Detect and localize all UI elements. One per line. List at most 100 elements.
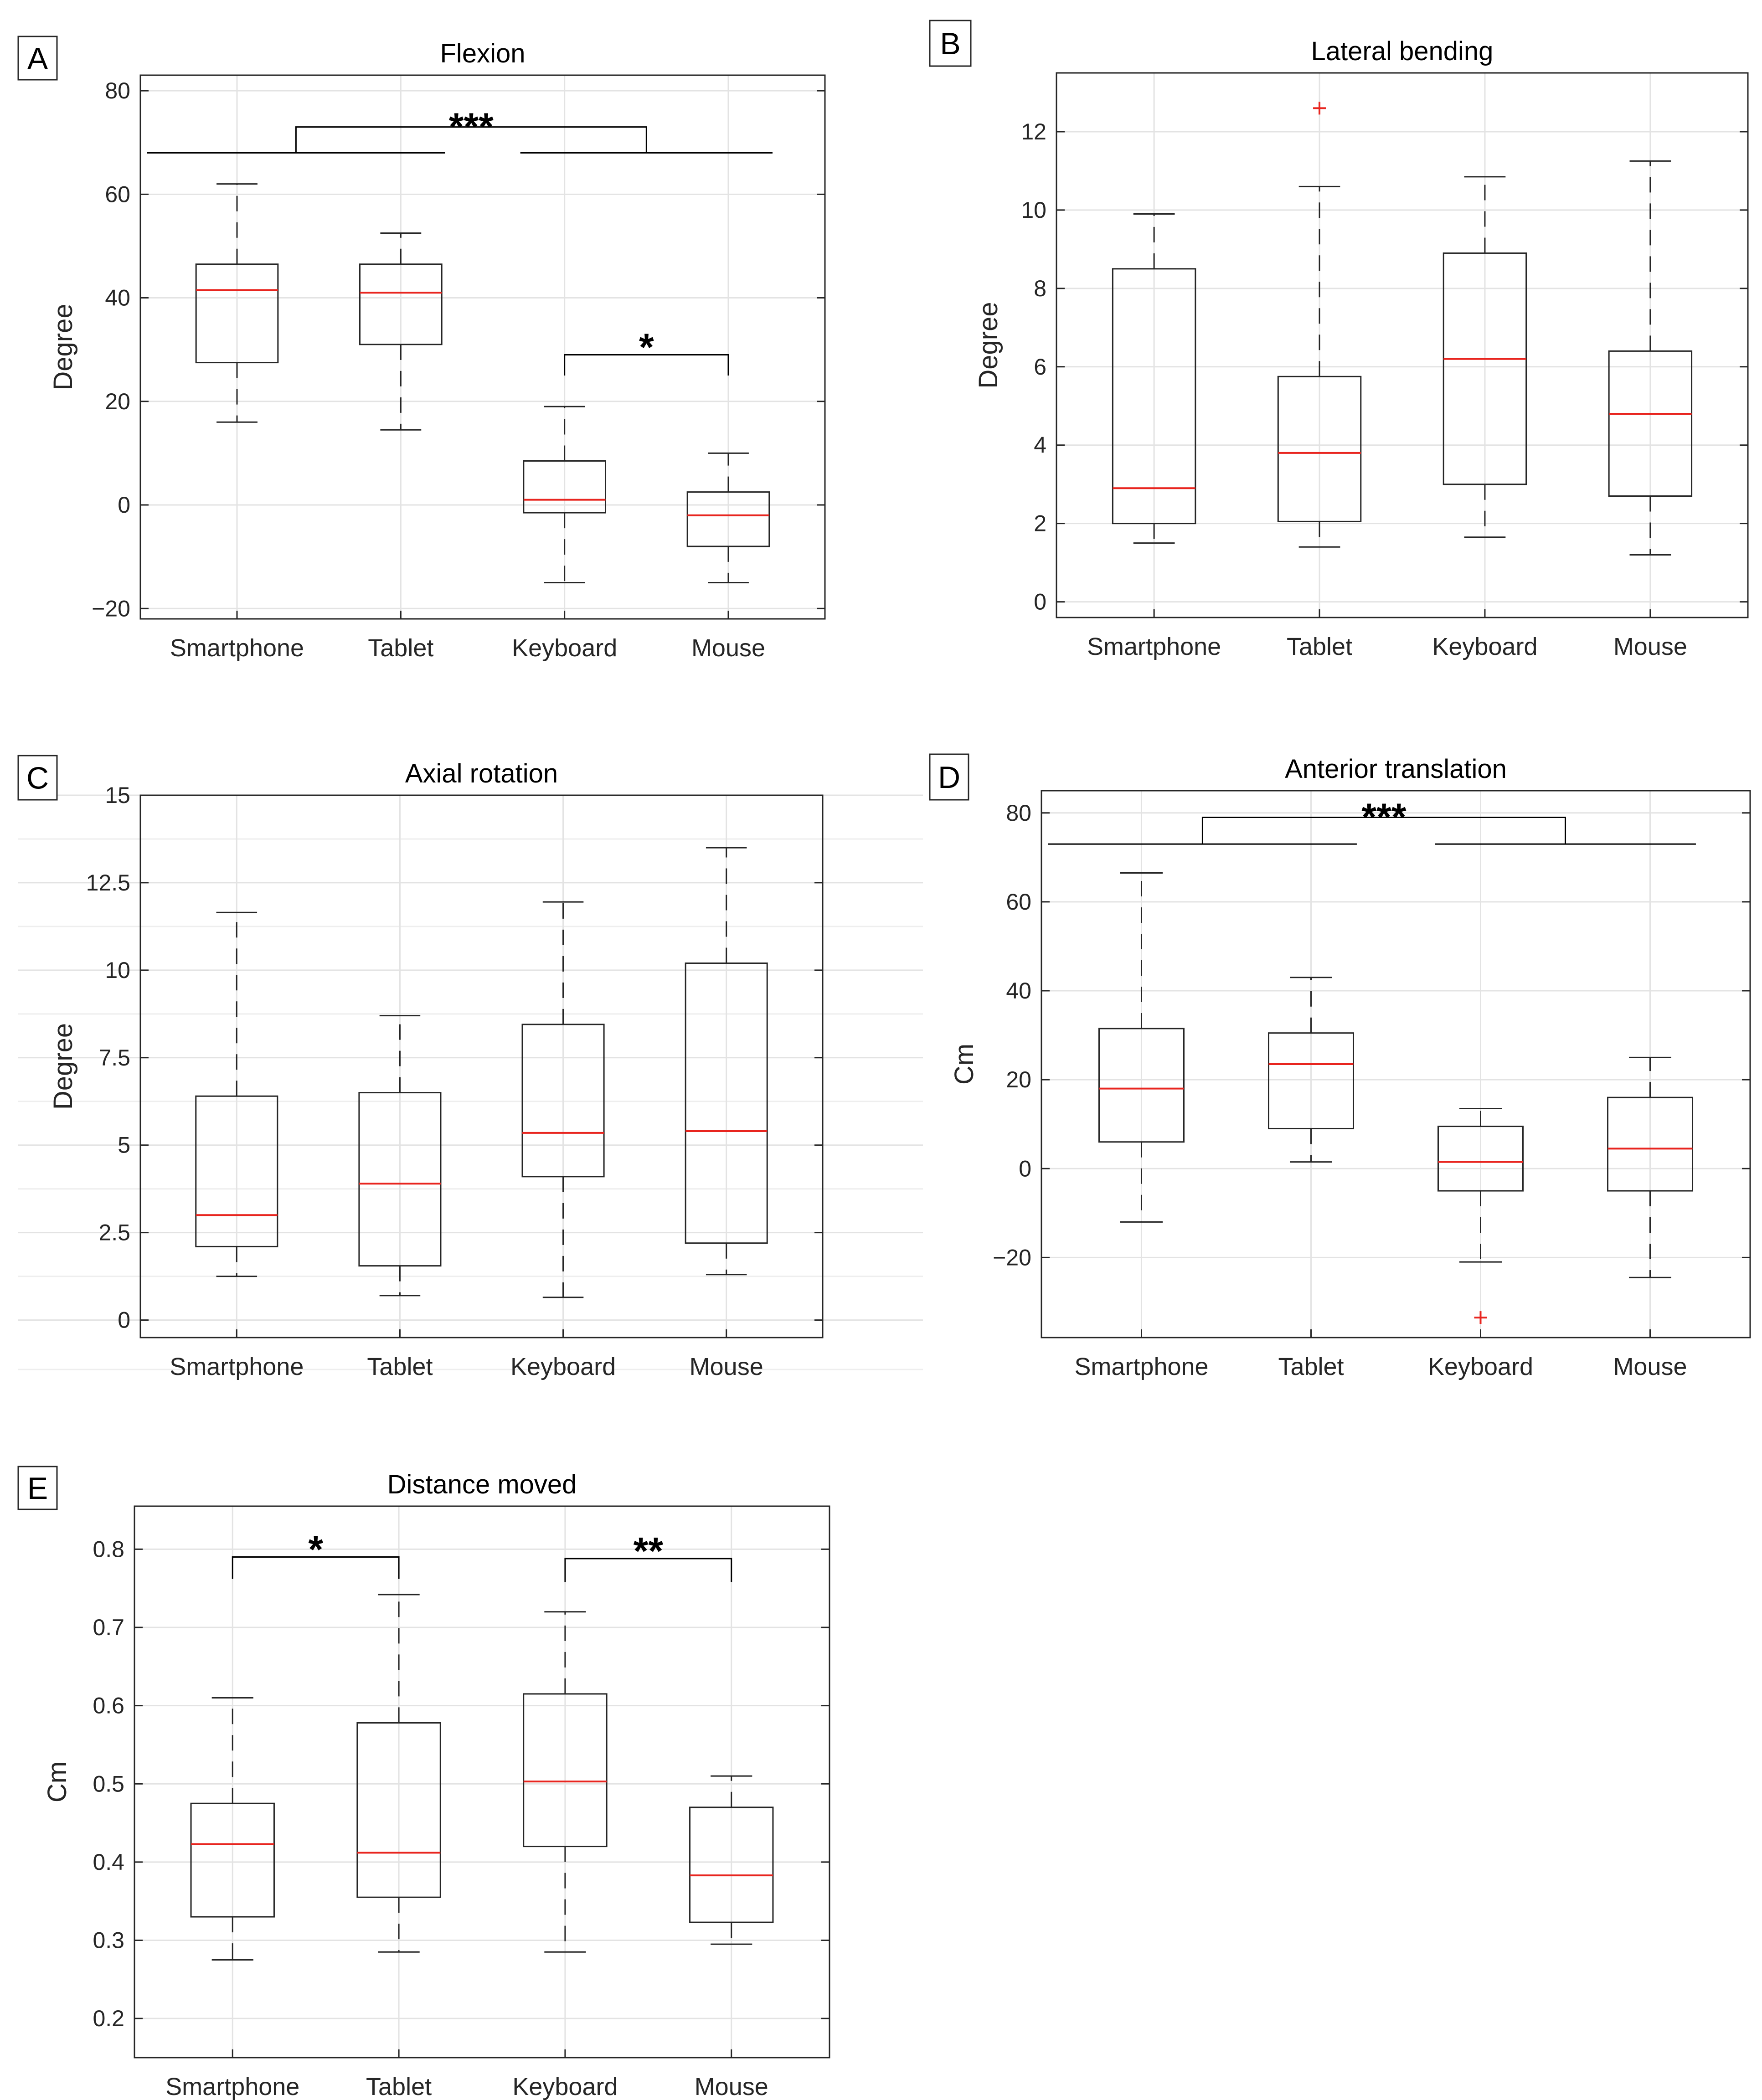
panel-b: 0 2 4 6 8 10 12 Smartphone Tablet Keyboard Mouse La… (929, 20, 1749, 660)
box-iqr (686, 491, 770, 547)
y-tick-label: 12 (1021, 119, 1046, 144)
box-mouse (689, 1775, 774, 1945)
box-iqr (1607, 1096, 1694, 1192)
significance-label: ** (634, 1529, 664, 1572)
plot-frame (134, 1505, 830, 2059)
y-tick-label: 0 (1034, 589, 1046, 615)
significance-label: * (639, 326, 654, 369)
box-mouse (1608, 160, 1693, 556)
y-tick-label: 40 (105, 285, 130, 311)
y-tick-label: 0 (1019, 1156, 1031, 1181)
x-tick-label-mouse: Mouse (690, 1353, 763, 1380)
box-iqr (1267, 1032, 1354, 1129)
y-tick-label: 10 (105, 957, 130, 983)
panel-letter-box (17, 755, 58, 801)
panel-d: −20 0 20 40 60 80 Smartphone Tablet Keyboard Mous… (929, 753, 1751, 1380)
y-tick-label: −20 (92, 596, 130, 621)
y-tick-label: 0.6 (93, 1693, 124, 1719)
x-tick-label-keyboard: Keyboard (512, 634, 617, 662)
x-tick-label-tablet: Tablet (367, 1353, 433, 1380)
box-iqr (195, 263, 279, 364)
y-tick-label: 4 (1034, 432, 1046, 458)
y-tick-label: −20 (993, 1245, 1031, 1270)
box-smartphone (1098, 872, 1185, 1223)
y-axis-label: Cm (42, 1761, 72, 1802)
pair-bracket (232, 1556, 400, 1579)
outlier-marker (1474, 1311, 1487, 1324)
plot-title: Flexion (440, 39, 526, 68)
y-tick-label: 80 (105, 78, 130, 103)
y-tick-label: 0.3 (93, 1928, 124, 1953)
x-tick-label-tablet: Tablet (1287, 633, 1352, 660)
plot-frame (139, 74, 826, 620)
panel-letter: A (27, 41, 48, 76)
y-tick-label: 40 (1006, 978, 1031, 1004)
x-tick-label-tablet: Tablet (366, 2073, 432, 2100)
box-smartphone (195, 183, 279, 423)
y-tick-label: 2 (1034, 511, 1046, 536)
box-tablet (358, 1015, 442, 1297)
plot-frame (1056, 72, 1749, 618)
box-tablet (1267, 977, 1354, 1163)
x-tick-label-keyboard: Keyboard (1432, 633, 1537, 660)
y-tick-label: 15 (105, 782, 130, 808)
panel-c: 0 2.5 5 7.5 10 12.5 15 Smartphone Tablet Keyboard… (17, 755, 923, 1380)
box-iqr (1277, 376, 1362, 522)
box-keyboard (1437, 1108, 1524, 1324)
box-keyboard (1443, 176, 1527, 538)
y-tick-label: 0.4 (93, 1849, 124, 1875)
panel-letter-box (929, 20, 972, 67)
y-tick-label: 20 (105, 389, 130, 414)
box-iqr (685, 962, 768, 1244)
box-iqr (1437, 1126, 1524, 1192)
panel-a: −20 0 20 40 60 80 Smartphone Tablet Keyboard Mous… (17, 36, 826, 662)
y-tick-label: 7.5 (98, 1045, 130, 1071)
pair-bracket (564, 354, 729, 376)
box-iqr (356, 1722, 441, 1898)
significance-1: * (564, 326, 729, 376)
x-tick-label-keyboard: Keyboard (512, 2073, 618, 2100)
pair-bracket (564, 1558, 732, 1582)
x-tick-label-smartphone: Smartphone (170, 1353, 304, 1380)
box-iqr (195, 1095, 278, 1247)
box-iqr (523, 460, 606, 514)
significance-1: ** (564, 1529, 732, 1582)
x-tick-label-smartphone: Smartphone (1074, 1353, 1208, 1380)
x-tick-label-mouse: Mouse (1613, 633, 1687, 660)
box-keyboard (521, 901, 605, 1298)
x-tick-label-mouse: Mouse (1613, 1353, 1687, 1380)
y-tick-label: 5 (118, 1132, 130, 1158)
box-tablet (356, 1594, 441, 1953)
plot-title: Axial rotation (405, 759, 558, 788)
box-smartphone (195, 911, 278, 1277)
outlier-marker (1313, 102, 1326, 115)
panel-letter-box (17, 1466, 58, 1510)
panel-letter: E (27, 1471, 48, 1506)
box-smartphone (1112, 213, 1196, 544)
box-iqr (359, 263, 443, 345)
y-tick-label: 0.2 (93, 2006, 124, 2031)
box-iqr (1443, 252, 1527, 485)
box-iqr (1112, 268, 1196, 525)
box-tablet (1277, 102, 1362, 548)
panel-e: 0.2 0.3 0.4 0.5 0.6 0.7 0.8 Smartphone Tablet Key… (17, 1466, 830, 2100)
significance-0: *** (1048, 796, 1696, 845)
box-iqr (190, 1802, 275, 1918)
box-iqr (523, 1693, 608, 1848)
x-tick-label-smartphone: Smartphone (1087, 633, 1221, 660)
group-bracket (1201, 817, 1566, 844)
significance-label: * (308, 1528, 323, 1571)
plot-title: Distance moved (387, 1470, 577, 1499)
panel-letter-box (929, 753, 969, 801)
y-tick-label: 0 (118, 1307, 130, 1333)
y-tick-label: 0.5 (93, 1771, 124, 1796)
box-iqr (1608, 350, 1693, 497)
box-iqr (689, 1807, 774, 1923)
y-tick-label: 0.8 (93, 1536, 124, 1562)
y-tick-label: 2.5 (98, 1220, 130, 1246)
box-smartphone (190, 1697, 275, 1961)
y-tick-label: 10 (1021, 197, 1046, 223)
plot-frame (139, 794, 824, 1338)
x-tick-label-smartphone: Smartphone (165, 2073, 299, 2100)
